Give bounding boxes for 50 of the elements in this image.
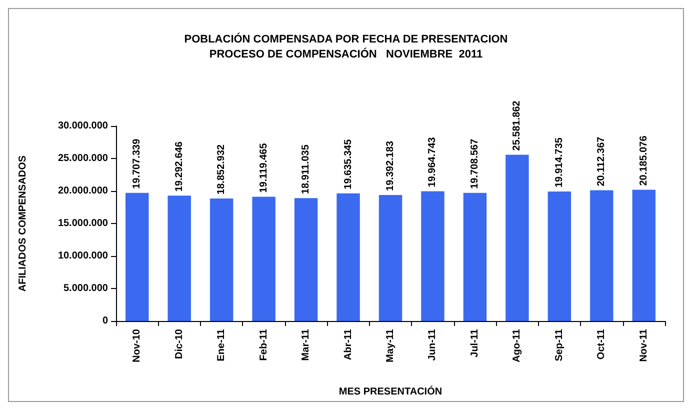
y-tick-label: 25.000.000 xyxy=(58,153,108,164)
data-label: 20.112.367 xyxy=(596,136,608,186)
bar xyxy=(378,194,402,321)
data-label: 19.708.567 xyxy=(469,138,480,189)
data-label: 18.852.932 xyxy=(216,144,228,194)
data-label: 19.914.735 xyxy=(554,137,565,188)
data-label: 19.119.465 xyxy=(258,142,270,193)
x-tick-label: Sep-11 xyxy=(554,328,565,362)
bar xyxy=(506,154,529,321)
y-tick-label: 5.000.000 xyxy=(64,283,108,294)
y-tick-label: 15.000.000 xyxy=(58,218,108,229)
data-label: 20.185.076 xyxy=(638,135,650,186)
bar xyxy=(590,190,614,321)
x-tick-label: Ago-11 xyxy=(512,328,523,362)
bar xyxy=(463,192,487,321)
data-label: 25.581.862 xyxy=(512,100,523,151)
x-tick-label: Jul-11 xyxy=(469,328,480,358)
y-tick-label: 0 xyxy=(102,316,108,326)
x-tick-label: Feb-11 xyxy=(258,328,270,361)
bar xyxy=(548,192,572,321)
x-tick-label: May-11 xyxy=(385,328,396,362)
bar xyxy=(632,190,656,321)
data-label: 19.964.743 xyxy=(427,136,438,188)
x-tick-label: Oct-11 xyxy=(596,328,608,360)
x-tick-label: Mar-11 xyxy=(300,328,312,361)
bar xyxy=(210,198,234,321)
bar xyxy=(421,191,444,321)
x-axis-title: MES PRESENTACIÓN xyxy=(338,386,442,398)
chart-title: POBLACIÓN COMPENSADA POR FECHA DE PRESENTACION xyxy=(184,32,508,46)
x-tick-label: Abr-11 xyxy=(342,328,354,360)
y-tick-label: 10.000.000 xyxy=(58,250,108,262)
x-tick-label: Ene-11 xyxy=(216,328,228,362)
y-axis-title: AFILIADOS COMPENSADOS xyxy=(18,155,28,292)
bar xyxy=(336,193,360,321)
y-tick-label: 20.000.000 xyxy=(58,186,108,196)
x-tick-label: Nov-10 xyxy=(132,328,143,362)
data-label: 19.707.339 xyxy=(132,138,143,189)
data-label: 18.911.035 xyxy=(300,144,312,194)
y-tick-label: 30.000.000 xyxy=(58,120,108,132)
bar xyxy=(294,198,318,321)
bar xyxy=(252,196,276,321)
x-tick-label: Dic-10 xyxy=(174,328,185,360)
data-label: 19.292.646 xyxy=(174,141,185,192)
x-tick-label: Jun-11 xyxy=(427,328,438,361)
chart-subtitle: PROCESO DE COMPENSACIÓN NOVIEMBRE 2011 xyxy=(209,48,483,60)
data-label: 19.635.345 xyxy=(342,138,354,190)
data-label: 19.392.183 xyxy=(385,140,396,191)
bar xyxy=(168,196,191,321)
x-tick-label: Nov-11 xyxy=(638,328,650,362)
bar xyxy=(126,192,149,321)
